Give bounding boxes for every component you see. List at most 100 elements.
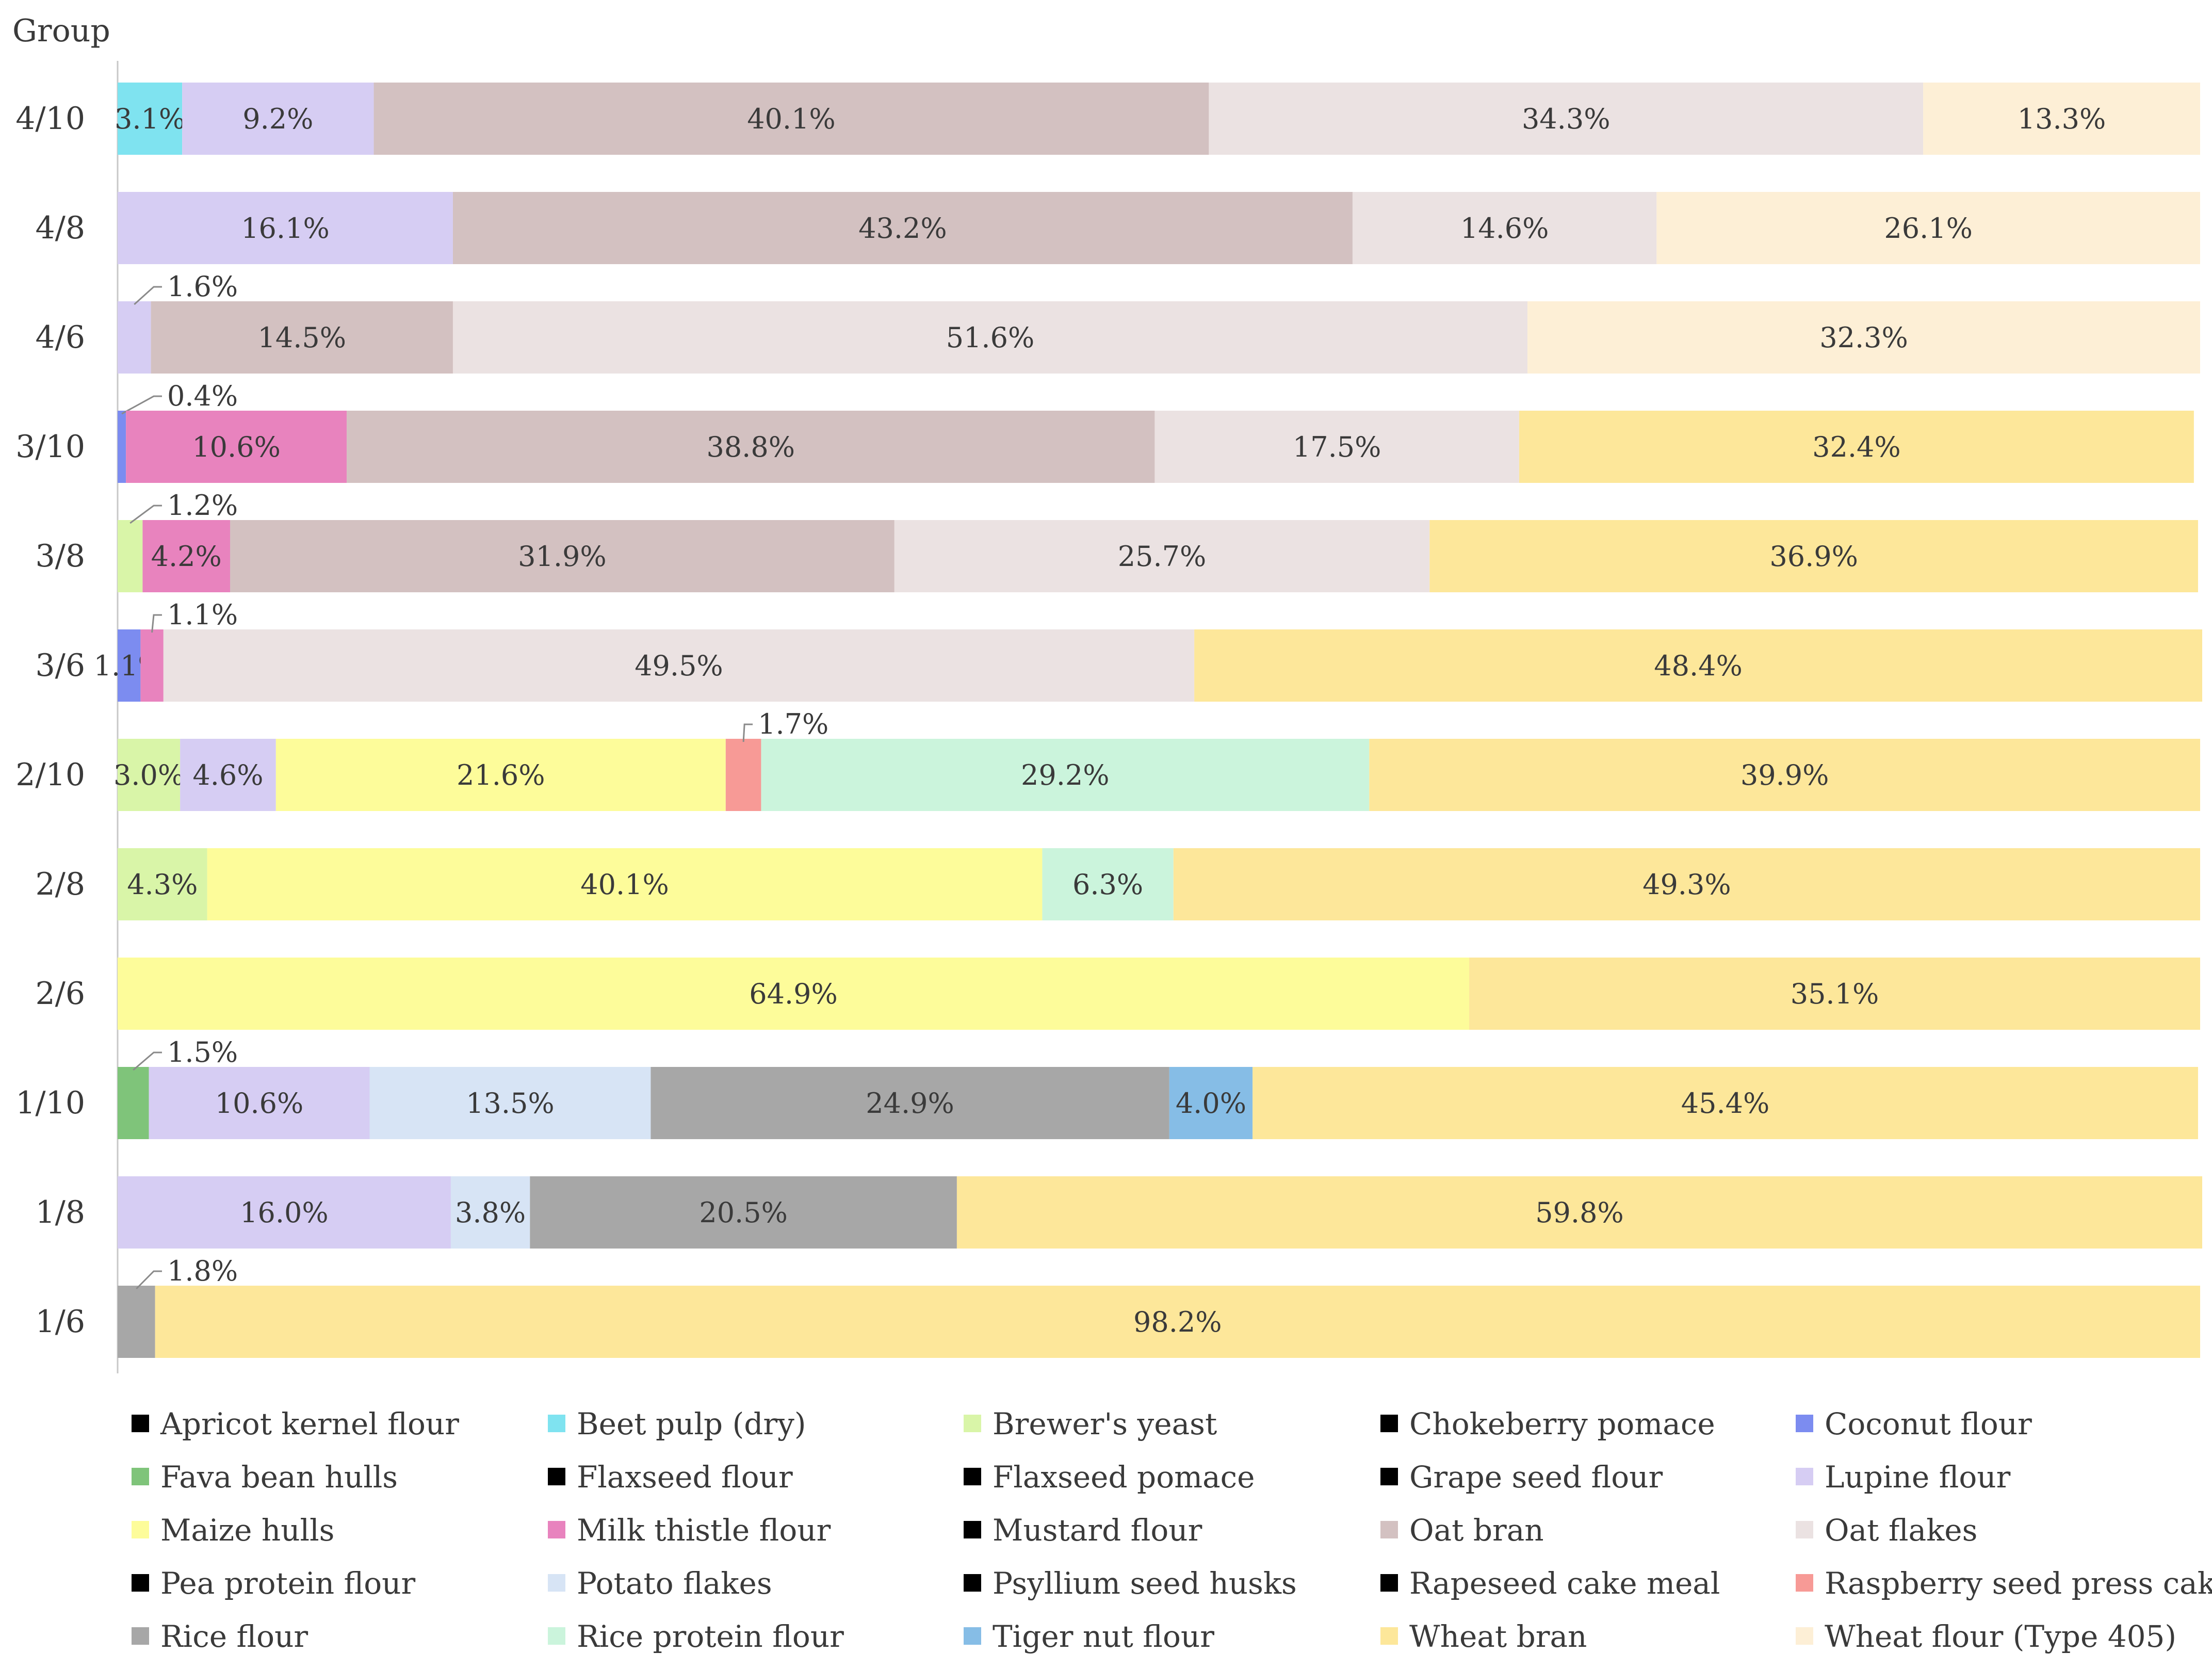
- data-label-1-8-potato-flakes: 3.8%: [455, 1196, 526, 1229]
- data-label-3-6-oat-flakes: 49.5%: [635, 650, 723, 682]
- bar-segment-2-10-lupine-flour: [180, 739, 276, 811]
- legend-label-grape-seed-flour: Grape seed flour: [1409, 1460, 1663, 1495]
- callout-leader-1-10-fava-bean-hulls: [133, 1051, 162, 1071]
- legend-label-psyllium-seed-husks: Psyllium seed husks: [993, 1566, 1297, 1601]
- legend-swatch-oat-flakes: [1796, 1521, 1813, 1538]
- category-tick-2-6: 2/6: [35, 976, 85, 1012]
- data-label-3-10-oat-flakes: 17.5%: [1293, 431, 1381, 463]
- data-label-2-8-wheat-bran: 49.3%: [1642, 868, 1731, 901]
- data-label-1-10-rice-flour: 24.9%: [866, 1087, 954, 1120]
- bar-segment-2-10-maize-hulls: [275, 739, 726, 811]
- bar-segment-1-8-lupine-flour: [118, 1176, 451, 1249]
- data-label-4-10-oat-flakes: 34.3%: [1522, 103, 1611, 135]
- bar-segment-4-10-beet-pulp-dry: [118, 83, 183, 155]
- data-label-1-10-potato-flakes: 13.5%: [466, 1087, 555, 1120]
- data-label-3-8-wheat-bran: 36.9%: [1769, 540, 1858, 573]
- category-tick-4-10: 4/10: [15, 101, 85, 137]
- data-label-1-6-rice-flour: 1.8%: [167, 1255, 238, 1287]
- bar-segment-3-8-milk-thistle-flour: [142, 520, 230, 592]
- legend-label-raspberry-seed-press-cake: Raspberry seed press cake: [1825, 1566, 2212, 1601]
- data-label-4-6-lupine-flour: 1.6%: [167, 270, 238, 303]
- bar-segment-4-8-lupine-flour: [118, 192, 453, 264]
- data-label-2-10-raspberry-seed-press-cake: 1.7%: [758, 708, 828, 740]
- legend-swatch-rapeseed-cake-meal: [1380, 1574, 1398, 1592]
- legend-swatch-psyllium-seed-husks: [964, 1574, 981, 1592]
- legend-swatch-apricot-kernel-flour: [132, 1415, 149, 1432]
- bar-segment-2-8-rice-protein-flour: [1042, 848, 1174, 920]
- bar-segment-4-6-wheat-flour-type-405: [1527, 301, 2200, 374]
- legend-label-mustard-flour: Mustard flour: [993, 1513, 1202, 1548]
- legend-swatch-grape-seed-flour: [1380, 1468, 1398, 1485]
- legend-swatch-milk-thistle-flour: [548, 1521, 565, 1538]
- legend-label-oat-flakes: Oat flakes: [1825, 1513, 1977, 1548]
- bar-segment-3-6-oat-flakes: [163, 629, 1195, 702]
- legend-label-fava-bean-hulls: Fava bean hulls: [160, 1460, 398, 1495]
- callout-leader-3-6-milk-thistle-flour: [151, 614, 162, 633]
- category-tick-1-6: 1/6: [35, 1304, 85, 1340]
- data-label-3-10-oat-bran: 38.8%: [706, 431, 795, 463]
- bar-segment-4-6-oat-bran: [151, 301, 453, 374]
- legend-swatch-rice-flour: [132, 1627, 149, 1645]
- bar-segment-2-10-brewer-s-yeast: [118, 739, 181, 811]
- legend-label-chokeberry-pomace: Chokeberry pomace: [1409, 1406, 1715, 1441]
- data-label-1-8-lupine-flour: 16.0%: [240, 1196, 329, 1229]
- legend-label-flaxseed-flour: Flaxseed flour: [577, 1460, 793, 1495]
- data-label-4-6-oat-bran: 14.5%: [258, 321, 347, 354]
- category-tick-1-10: 1/10: [15, 1085, 85, 1121]
- legend-label-beet-pulp-dry: Beet pulp (dry): [577, 1406, 806, 1441]
- data-label-2-10-rice-protein-flour: 29.2%: [1021, 759, 1110, 791]
- legend-swatch-tiger-nut-flour: [964, 1627, 981, 1645]
- bar-segment-2-8-wheat-bran: [1173, 848, 2200, 920]
- legend-label-flaxseed-pomace: Flaxseed pomace: [993, 1460, 1255, 1495]
- bar-segment-2-10-raspberry-seed-press-cake: [725, 739, 761, 811]
- bar-segment-1-8-potato-flakes: [450, 1176, 530, 1249]
- bar-segment-3-8-oat-bran: [230, 520, 894, 592]
- data-label-4-6-wheat-flour-type-405: 32.3%: [1819, 321, 1908, 354]
- category-tick-3-10: 3/10: [15, 429, 85, 465]
- legend-swatch-flaxseed-flour: [548, 1468, 565, 1485]
- bar-segment-1-10-fava-bean-hulls: [118, 1067, 149, 1139]
- bar-segment-3-8-brewer-s-yeast: [118, 520, 143, 592]
- data-label-1-6-wheat-bran: 98.2%: [1133, 1306, 1222, 1338]
- data-label-3-10-milk-thistle-flour: 10.6%: [192, 431, 281, 463]
- legend-swatch-wheat-flour-type-405: [1796, 1627, 1813, 1645]
- bar-segment-3-6-coconut-flour: [118, 629, 141, 702]
- data-label-3-8-milk-thistle-flour: 4.2%: [151, 540, 222, 573]
- bar-segment-3-8-wheat-bran: [1429, 520, 2198, 592]
- bar-segment-2-6-maize-hulls: [118, 958, 1470, 1030]
- legend-swatch-fava-bean-hulls: [132, 1468, 149, 1485]
- data-label-4-8-lupine-flour: 16.1%: [241, 212, 330, 245]
- data-label-2-10-lupine-flour: 4.6%: [192, 759, 263, 791]
- legend-swatch-oat-bran: [1380, 1521, 1398, 1538]
- bar-segment-1-10-rice-flour: [650, 1067, 1169, 1139]
- legend-swatch-lupine-flour: [1796, 1468, 1813, 1485]
- data-label-1-8-rice-flour: 20.5%: [699, 1196, 788, 1229]
- legend-label-potato-flakes: Potato flakes: [577, 1566, 772, 1601]
- data-label-3-8-oat-flakes: 25.7%: [1118, 540, 1207, 573]
- category-tick-3-8: 3/8: [35, 538, 85, 574]
- data-label-2-8-maize-hulls: 40.1%: [580, 868, 669, 901]
- legend-label-oat-bran: Oat bran: [1409, 1513, 1544, 1548]
- bar-segment-1-10-wheat-bran: [1253, 1067, 2198, 1139]
- bar-segment-3-10-oat-bran: [347, 411, 1155, 483]
- bar-segment-3-10-oat-flakes: [1154, 411, 1519, 483]
- bar-segment-1-10-tiger-nut-flour: [1169, 1067, 1253, 1139]
- data-label-1-10-tiger-nut-flour: 4.0%: [1176, 1087, 1246, 1120]
- bar-segment-1-8-wheat-bran: [956, 1176, 2203, 1249]
- legend-swatch-maize-hulls: [132, 1521, 149, 1538]
- legend-swatch-coconut-flour: [1796, 1415, 1813, 1432]
- bar-segment-4-8-wheat-flour-type-405: [1656, 192, 2200, 264]
- legend-label-rapeseed-cake-meal: Rapeseed cake meal: [1409, 1566, 1720, 1601]
- data-label-1-8-wheat-bran: 59.8%: [1535, 1196, 1624, 1229]
- bar-segment-3-10-wheat-bran: [1519, 411, 2194, 483]
- bar-segment-4-8-oat-flakes: [1352, 192, 1657, 264]
- data-label-4-8-wheat-flour-type-405: 26.1%: [1884, 212, 1973, 245]
- data-label-2-10-wheat-bran: 39.9%: [1741, 759, 1829, 791]
- legend-label-maize-hulls: Maize hulls: [160, 1513, 334, 1548]
- category-tick-3-6: 3/6: [35, 647, 85, 684]
- callout-leader-2-10-raspberry-seed-press-cake: [742, 723, 753, 742]
- data-label-4-10-oat-bran: 40.1%: [747, 103, 836, 135]
- category-tick-4-6: 4/6: [35, 319, 85, 355]
